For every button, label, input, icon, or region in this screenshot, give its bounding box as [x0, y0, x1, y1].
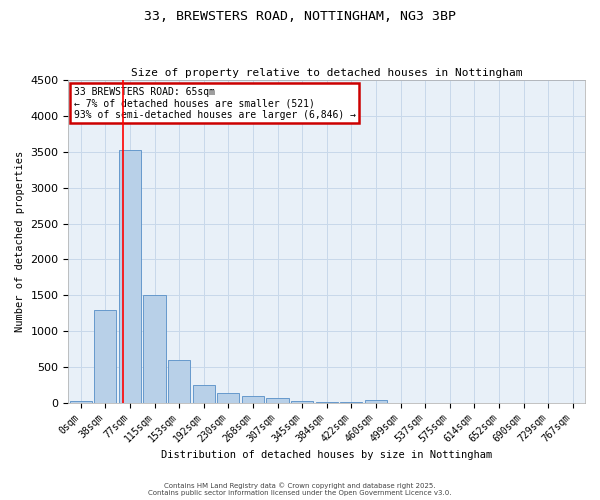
Bar: [168, 360, 190, 403]
Bar: [266, 398, 289, 402]
Bar: [217, 394, 239, 402]
Text: Contains public sector information licensed under the Open Government Licence v3: Contains public sector information licen…: [148, 490, 452, 496]
Bar: [119, 150, 141, 402]
Bar: [143, 295, 166, 403]
Bar: [193, 385, 215, 402]
Title: Size of property relative to detached houses in Nottingham: Size of property relative to detached ho…: [131, 68, 523, 78]
Y-axis label: Number of detached properties: Number of detached properties: [15, 151, 25, 332]
Text: Contains HM Land Registry data © Crown copyright and database right 2025.: Contains HM Land Registry data © Crown c…: [164, 482, 436, 489]
Bar: [242, 396, 264, 402]
Text: 33 BREWSTERS ROAD: 65sqm
← 7% of detached houses are smaller (521)
93% of semi-d: 33 BREWSTERS ROAD: 65sqm ← 7% of detache…: [74, 86, 356, 120]
Bar: [365, 400, 387, 402]
X-axis label: Distribution of detached houses by size in Nottingham: Distribution of detached houses by size …: [161, 450, 493, 460]
Bar: [70, 400, 92, 402]
Text: 33, BREWSTERS ROAD, NOTTINGHAM, NG3 3BP: 33, BREWSTERS ROAD, NOTTINGHAM, NG3 3BP: [144, 10, 456, 23]
Bar: [94, 310, 116, 402]
